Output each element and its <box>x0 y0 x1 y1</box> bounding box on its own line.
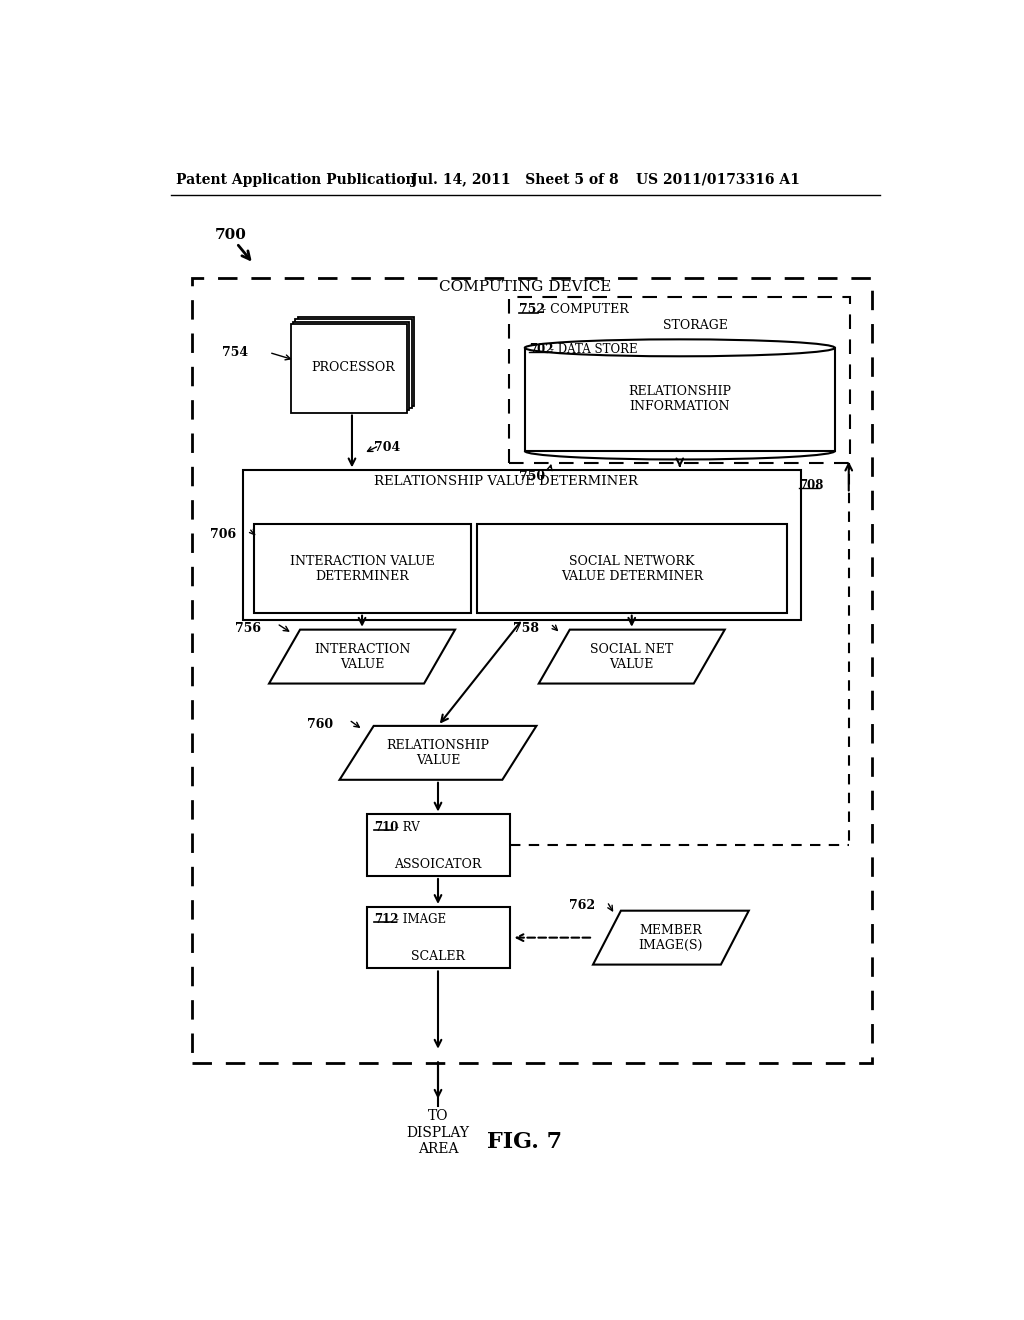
Ellipse shape <box>525 339 835 356</box>
Text: 752: 752 <box>518 304 545 317</box>
Text: 758: 758 <box>513 622 539 635</box>
Bar <box>291 323 407 412</box>
Text: SOCIAL NET
VALUE: SOCIAL NET VALUE <box>590 643 674 671</box>
Bar <box>298 317 414 405</box>
Polygon shape <box>269 630 455 684</box>
Text: US 2011/0173316 A1: US 2011/0173316 A1 <box>636 173 800 187</box>
Text: 712: 712 <box>375 913 399 927</box>
Text: 760: 760 <box>307 718 334 731</box>
Text: 704: 704 <box>374 441 400 454</box>
Text: 706: 706 <box>210 528 237 541</box>
Text: STORAGE: STORAGE <box>663 318 728 331</box>
Text: 750: 750 <box>518 470 545 483</box>
Text: - IMAGE: - IMAGE <box>395 913 446 927</box>
Bar <box>477 524 786 612</box>
Bar <box>254 524 471 612</box>
Text: MEMBER
IMAGE(S): MEMBER IMAGE(S) <box>638 924 702 952</box>
Text: SOCIAL NETWORK
VALUE DETERMINER: SOCIAL NETWORK VALUE DETERMINER <box>561 554 702 583</box>
Text: 710: 710 <box>375 821 398 834</box>
Text: - DATA STORE: - DATA STORE <box>550 343 637 356</box>
Polygon shape <box>539 630 725 684</box>
Text: INTERACTION VALUE
DETERMINER: INTERACTION VALUE DETERMINER <box>290 554 434 583</box>
Bar <box>293 322 410 411</box>
Text: Jul. 14, 2011   Sheet 5 of 8: Jul. 14, 2011 Sheet 5 of 8 <box>411 173 618 187</box>
Text: RELATIONSHIP
INFORMATION: RELATIONSHIP INFORMATION <box>629 385 731 413</box>
Text: 754: 754 <box>222 346 248 359</box>
Text: RELATIONSHIP VALUE DETERMINER: RELATIONSHIP VALUE DETERMINER <box>374 475 638 488</box>
Text: INTERACTION
VALUE: INTERACTION VALUE <box>314 643 411 671</box>
Text: SCALER: SCALER <box>411 950 465 964</box>
Polygon shape <box>593 911 749 965</box>
Text: PROCESSOR: PROCESSOR <box>311 362 394 375</box>
Text: Patent Application Publication: Patent Application Publication <box>176 173 416 187</box>
Text: 762: 762 <box>569 899 595 912</box>
Polygon shape <box>340 726 537 780</box>
Text: COMPUTING DEVICE: COMPUTING DEVICE <box>438 280 611 294</box>
Text: - RV: - RV <box>395 821 420 834</box>
Text: 702: 702 <box>528 343 553 356</box>
Bar <box>509 297 850 462</box>
Bar <box>524 348 835 451</box>
Text: - COMPUTER: - COMPUTER <box>542 304 629 317</box>
Text: ASSOICATOR: ASSOICATOR <box>394 858 481 871</box>
Bar <box>295 319 412 408</box>
Bar <box>367 814 510 876</box>
Text: 756: 756 <box>236 622 261 635</box>
Bar <box>367 907 510 969</box>
Bar <box>191 277 872 1063</box>
Text: 708: 708 <box>799 479 823 492</box>
Text: FIG. 7: FIG. 7 <box>487 1131 562 1154</box>
Bar <box>243 470 801 620</box>
Text: 700: 700 <box>215 228 247 243</box>
Text: RELATIONSHIP
VALUE: RELATIONSHIP VALUE <box>386 739 489 767</box>
Text: TO
DISPLAY
AREA: TO DISPLAY AREA <box>407 1109 469 1156</box>
